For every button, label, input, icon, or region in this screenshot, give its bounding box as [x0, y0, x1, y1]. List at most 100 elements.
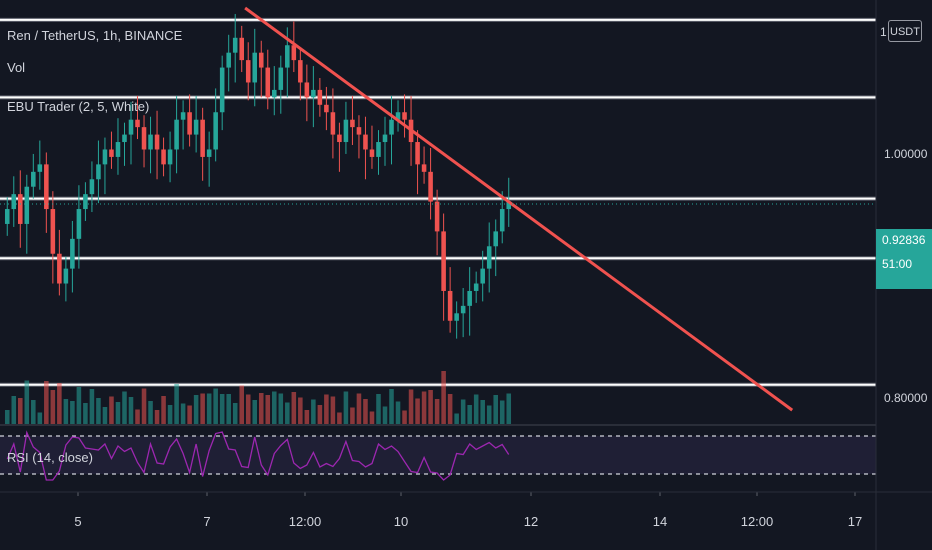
candle-body: [304, 82, 310, 98]
volume-bar: [213, 388, 218, 425]
candle-body: [291, 45, 297, 61]
candle-body: [239, 37, 244, 61]
candle-body: [219, 67, 225, 113]
candle-body: [499, 209, 505, 232]
volume-bar: [174, 384, 179, 425]
candle-body: [278, 67, 284, 90]
candle-body: [337, 134, 342, 143]
candle-body: [428, 171, 433, 202]
volume-bar: [109, 396, 114, 425]
volume-bar: [89, 389, 95, 425]
volume-bar: [44, 381, 49, 425]
horizontal-levels: [0, 17, 876, 387]
volume-bar: [428, 390, 433, 425]
volume-bar: [467, 405, 472, 425]
candle-body: [473, 283, 479, 291]
candle-body: [324, 104, 329, 113]
volume-bar: [232, 403, 238, 425]
price-label-2: 0.80000: [884, 391, 928, 405]
candle-body: [245, 60, 251, 83]
volume-bar: [298, 397, 303, 425]
time-label: 17: [848, 514, 862, 529]
volume-bar: [11, 396, 17, 425]
candle-body: [272, 89, 277, 98]
candle-body: [167, 149, 173, 165]
volume-bar: [18, 398, 23, 425]
candle-body: [31, 171, 36, 187]
volume-bar: [63, 399, 69, 425]
volume-bar: [154, 410, 160, 425]
volume-bar: [363, 399, 368, 425]
candle-body: [350, 119, 355, 128]
volume-bar: [434, 399, 440, 425]
symbol-legend[interactable]: Ren / TetherUS, 1h, BINANCE: [7, 28, 183, 43]
volume-legend[interactable]: Vol: [7, 60, 26, 75]
rsi-legend[interactable]: RSI (14, close): [7, 450, 93, 465]
volume-bar: [330, 396, 336, 425]
candle-body: [226, 52, 231, 68]
candle-body: [135, 119, 140, 128]
volume-bar: [226, 394, 231, 425]
volume-bar: [415, 398, 420, 425]
volume-bar: [506, 393, 512, 425]
time-label: 12: [524, 514, 538, 529]
candle-body: [506, 201, 512, 210]
candle-body: [460, 305, 466, 314]
volume-bar: [337, 412, 342, 425]
volume-bar: [272, 391, 277, 425]
volume-bar: [454, 413, 459, 425]
time-label: 14: [653, 514, 667, 529]
candle-body: [480, 268, 485, 284]
volume-bar: [96, 398, 101, 425]
volume-bar: [148, 401, 153, 425]
candle-body: [187, 112, 192, 135]
volume-bar: [402, 410, 407, 425]
volume-bar: [115, 402, 121, 425]
trendline[interactable]: [244, 6, 794, 412]
volume-bar: [122, 391, 127, 425]
candle-body: [174, 119, 179, 150]
currency-button[interactable]: USDT: [888, 20, 922, 42]
candle-body: [102, 149, 108, 165]
candle-body: [70, 238, 75, 269]
candle-body: [4, 209, 10, 224]
candle-body: [369, 149, 375, 157]
candle-body: [57, 253, 62, 284]
time-label: 12:00: [741, 514, 774, 529]
indicator-legend[interactable]: EBU Trader (2, 5, White): [7, 99, 150, 114]
candle-body: [89, 179, 95, 195]
candle-body: [18, 194, 23, 224]
candle-body: [415, 142, 420, 165]
volume-bar: [265, 395, 271, 425]
candle-body: [486, 246, 492, 269]
candle-body: [285, 45, 290, 68]
volume-bar: [135, 409, 140, 425]
volume-bar: [382, 406, 388, 425]
volume-bar: [167, 405, 173, 425]
candle-body: [330, 112, 336, 135]
candle-body: [258, 52, 264, 68]
candle-body: [454, 313, 459, 321]
candle-body: [180, 112, 186, 120]
candle-body: [11, 194, 17, 210]
volume-bar: [187, 405, 192, 425]
candle-body: [395, 112, 401, 120]
candle-body: [96, 164, 101, 180]
volume-bar: [219, 394, 225, 425]
volume-bar: [31, 400, 36, 425]
volume-bar: [395, 401, 401, 425]
volume-bar: [70, 401, 75, 425]
volume-bar: [278, 393, 284, 425]
candle-body: [343, 119, 349, 143]
current-price-tag: 0.92836 51:00: [876, 229, 932, 289]
volume-bar: [50, 390, 56, 425]
candle-body: [109, 149, 114, 157]
candles: [4, 13, 512, 339]
volume-bar: [291, 392, 297, 425]
volume-bar: [441, 371, 446, 425]
time-axis[interactable]: 5 7 12:00 10 12 14 12:00 17: [74, 492, 862, 529]
candle-body: [441, 231, 446, 291]
volume-bar: [486, 405, 492, 425]
